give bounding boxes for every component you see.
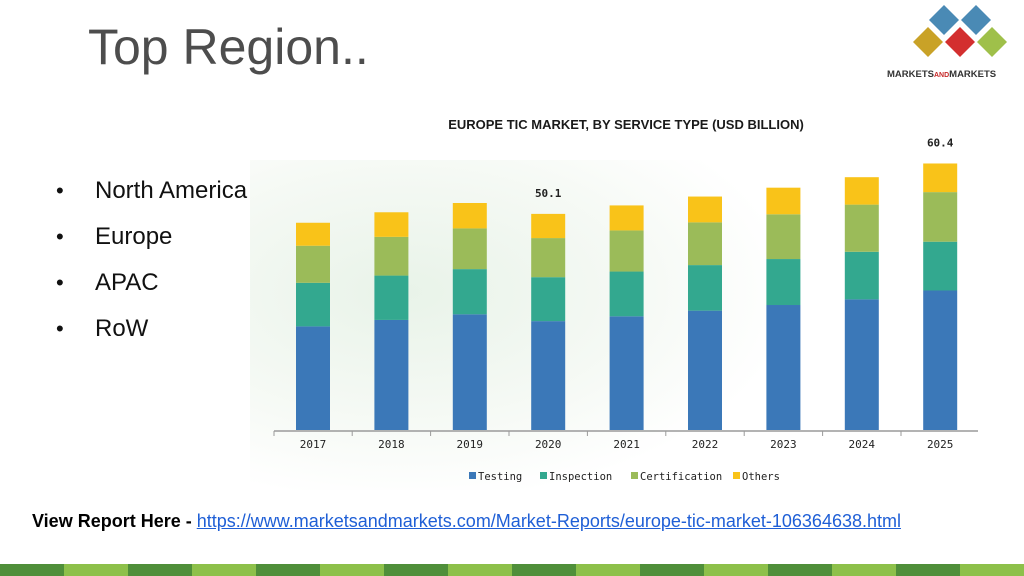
- data-label-2025: 60.4: [927, 136, 954, 149]
- footer-stripe: [0, 564, 1024, 576]
- bar-others-2024: [844, 177, 879, 205]
- bar-others-2019: [452, 202, 487, 229]
- list-item: • RoW: [56, 306, 247, 352]
- stacked-bar-chart: EUROPE TIC MARKET, BY SERVICE TYPE (USD …: [273, 117, 978, 483]
- bar-inspection-2018: [374, 275, 409, 320]
- x-tick-label: 2023: [770, 438, 797, 451]
- bar-inspection-2024: [844, 251, 879, 300]
- bar-certification-2024: [844, 204, 879, 252]
- legend-label-testing: Testing: [478, 471, 522, 483]
- bar-certification-2019: [452, 228, 487, 270]
- logo-diamond-shape: [929, 5, 959, 35]
- bar-testing-2024: [844, 299, 879, 430]
- bar-inspection-2019: [452, 269, 487, 315]
- bar-others-2023: [766, 187, 801, 215]
- bar-testing-2023: [766, 305, 801, 430]
- region-list: • North America • Europe • APAC • RoW: [56, 168, 247, 352]
- bar-certification-2023: [766, 214, 801, 260]
- legend-swatch-certification: [631, 472, 638, 479]
- bar-certification-2018: [374, 236, 409, 276]
- x-tick-label: 2018: [378, 438, 405, 451]
- x-tick-group: 2017 2018 2019 2020 2021 2022 2023 2024 2025: [273, 431, 954, 451]
- bar-testing-2017: [296, 326, 330, 430]
- x-tick-label: 2022: [692, 438, 719, 451]
- logo-diamond-shape: [977, 27, 1007, 57]
- bullet-icon: •: [56, 270, 64, 295]
- report-link[interactable]: https://www.marketsandmarkets.com/Market…: [196, 511, 901, 531]
- legend-label-inspection: Inspection: [549, 471, 612, 483]
- world-map-background: [250, 160, 770, 490]
- logo-diamond-shape: [945, 27, 975, 57]
- logo-wordmark: MARKETSANDMARKETS: [887, 69, 997, 80]
- logo-diamond-shape: [961, 5, 991, 35]
- chart-title: EUROPE TIC MARKET, BY SERVICE TYPE (USD …: [448, 117, 804, 132]
- bar-inspection-2025: [923, 241, 958, 291]
- bar-inspection-2022: [688, 265, 722, 311]
- bar-testing-2018: [374, 319, 409, 430]
- legend-swatch-testing: [469, 472, 476, 479]
- list-item: • Europe: [56, 214, 247, 260]
- bar-testing-2020: [531, 321, 566, 430]
- page-title: Top Region..: [88, 19, 369, 75]
- bar-testing-2025: [923, 290, 958, 430]
- data-label-2020: 50.1: [535, 187, 562, 200]
- bar-certification-2020: [531, 238, 566, 278]
- bars-group: [296, 163, 958, 430]
- legend-label-others: Others: [742, 471, 780, 483]
- bar-certification-2025: [923, 192, 958, 242]
- footer-prefix: View Report Here -: [32, 511, 197, 531]
- x-tick-label: 2025: [927, 438, 954, 451]
- marketsandmarkets-logo: [913, 5, 1007, 57]
- x-tick-label: 2020: [535, 438, 562, 451]
- bar-inspection-2017: [296, 282, 330, 327]
- list-item: • APAC: [56, 260, 247, 306]
- bullet-icon: •: [56, 224, 64, 249]
- bar-others-2022: [688, 196, 722, 223]
- bullet-icon: •: [56, 316, 64, 341]
- x-tick-label: 2019: [457, 438, 484, 451]
- bar-certification-2022: [688, 222, 722, 266]
- legend: Testing Inspection Certification Others: [469, 471, 780, 483]
- x-tick-label: 2024: [849, 438, 876, 451]
- bar-others-2021: [609, 205, 644, 231]
- list-item: • North America: [56, 168, 247, 214]
- x-tick-label: 2021: [613, 438, 640, 451]
- bar-inspection-2020: [531, 277, 566, 322]
- data-label-group: 50.1 60.4: [535, 136, 954, 199]
- footer-link-line: View Report Here - https://www.marketsan…: [32, 511, 901, 532]
- bar-others-2020: [531, 213, 566, 239]
- bar-certification-2017: [296, 245, 330, 283]
- bullet-icon: •: [56, 178, 64, 203]
- bar-testing-2019: [452, 314, 487, 430]
- x-tick-label: 2017: [300, 438, 327, 451]
- legend-swatch-others: [733, 472, 740, 479]
- legend-swatch-inspection: [540, 472, 547, 479]
- bar-inspection-2023: [766, 259, 801, 306]
- legend-label-certification: Certification: [640, 471, 722, 483]
- bar-inspection-2021: [609, 271, 644, 317]
- bar-testing-2021: [609, 316, 644, 430]
- bar-others-2025: [923, 163, 958, 193]
- bar-certification-2021: [609, 230, 644, 272]
- bar-others-2017: [296, 222, 330, 246]
- logo-diamond-shape: [913, 27, 943, 57]
- bar-others-2018: [374, 212, 409, 237]
- bar-testing-2022: [688, 310, 722, 430]
